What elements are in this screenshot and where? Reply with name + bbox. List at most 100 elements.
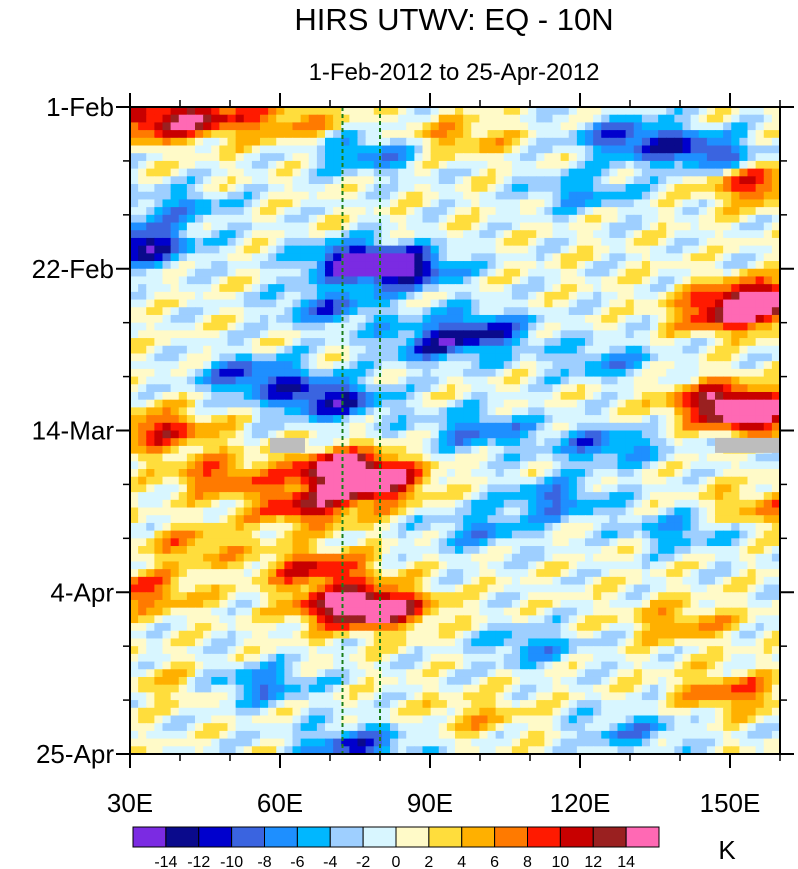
heatmap-cell bbox=[195, 322, 204, 331]
heatmap-cell bbox=[479, 576, 489, 586]
heatmap-cell bbox=[771, 469, 781, 478]
heatmap-cell bbox=[186, 291, 196, 301]
heatmap-cell bbox=[601, 153, 610, 162]
heatmap-cell bbox=[373, 407, 383, 416]
heatmap-cell bbox=[658, 314, 667, 324]
heatmap-cell bbox=[658, 553, 667, 563]
heatmap-cell bbox=[211, 438, 220, 447]
heatmap-cell bbox=[511, 445, 521, 455]
heatmap-cell bbox=[422, 184, 432, 193]
heatmap-cell bbox=[219, 245, 229, 254]
heatmap-cell bbox=[284, 430, 294, 439]
heatmap-cell bbox=[511, 561, 521, 570]
heatmap-cell bbox=[349, 546, 359, 555]
heatmap-cell bbox=[243, 484, 253, 493]
heatmap-cell bbox=[430, 361, 440, 370]
heatmap-cell bbox=[365, 307, 375, 316]
heatmap-cell bbox=[154, 137, 164, 147]
heatmap-cell bbox=[284, 130, 294, 139]
heatmap-cell bbox=[219, 384, 229, 393]
heatmap-cell bbox=[666, 145, 675, 154]
heatmap-cell bbox=[520, 553, 529, 563]
heatmap-cell bbox=[739, 230, 749, 239]
heatmap-cell bbox=[658, 191, 667, 201]
heatmap-cell bbox=[170, 176, 180, 185]
heatmap-cell bbox=[162, 492, 172, 501]
heatmap-cell bbox=[463, 461, 472, 470]
heatmap-cell bbox=[682, 476, 692, 486]
heatmap-cell bbox=[723, 176, 732, 185]
heatmap-cell bbox=[276, 322, 285, 331]
heatmap-cell bbox=[186, 137, 196, 147]
heatmap-cell bbox=[674, 253, 684, 262]
heatmap-cell bbox=[666, 261, 675, 270]
heatmap-cell bbox=[227, 330, 237, 339]
heatmap-cell bbox=[585, 261, 594, 270]
heatmap-cell bbox=[593, 338, 602, 347]
heatmap-cell bbox=[520, 561, 529, 570]
heatmap-cell bbox=[674, 137, 684, 147]
heatmap-cell bbox=[471, 268, 480, 278]
heatmap-cell bbox=[138, 576, 147, 586]
heatmap-cell bbox=[536, 569, 545, 578]
heatmap-cell bbox=[609, 176, 619, 185]
heatmap-cell bbox=[398, 330, 407, 339]
heatmap-cell bbox=[365, 114, 375, 123]
heatmap-cell bbox=[455, 137, 464, 147]
heatmap-cell bbox=[195, 114, 204, 123]
heatmap-cell bbox=[601, 476, 610, 486]
heatmap-cell bbox=[414, 160, 424, 170]
heatmap-cell bbox=[227, 515, 237, 524]
heatmap-cell bbox=[690, 276, 700, 285]
heatmap-cell bbox=[560, 469, 570, 478]
heatmap-cell bbox=[130, 107, 139, 116]
heatmap-cell bbox=[260, 153, 269, 162]
heatmap-cell bbox=[609, 153, 619, 162]
heatmap-cell bbox=[325, 153, 334, 162]
heatmap-cell bbox=[203, 176, 212, 185]
heatmap-cell bbox=[227, 184, 237, 193]
heatmap-cell bbox=[211, 199, 220, 208]
heatmap-cell bbox=[666, 230, 675, 239]
heatmap-cell bbox=[235, 230, 245, 239]
heatmap-cell bbox=[511, 530, 521, 539]
heatmap-cell bbox=[747, 268, 757, 278]
heatmap-cell bbox=[503, 453, 513, 462]
heatmap-cell bbox=[422, 553, 432, 563]
heatmap-cell bbox=[341, 160, 350, 170]
heatmap-cell bbox=[438, 384, 448, 393]
heatmap-cell bbox=[511, 245, 521, 254]
heatmap-cell bbox=[292, 253, 302, 262]
heatmap-cell bbox=[560, 453, 570, 462]
heatmap-cell bbox=[357, 530, 367, 539]
heatmap-cell bbox=[235, 384, 245, 393]
heatmap-cell bbox=[723, 538, 732, 547]
heatmap-cell bbox=[138, 345, 147, 355]
heatmap-cell bbox=[381, 484, 391, 493]
heatmap-cell bbox=[755, 499, 765, 509]
heatmap-cell bbox=[463, 184, 472, 193]
heatmap-cell bbox=[723, 492, 732, 501]
heatmap-cell bbox=[276, 492, 285, 501]
heatmap-cell bbox=[430, 107, 440, 116]
heatmap-cell bbox=[731, 114, 740, 123]
heatmap-cell bbox=[349, 207, 359, 216]
heatmap-cell bbox=[398, 361, 407, 370]
heatmap-cell bbox=[674, 391, 684, 401]
heatmap-cell bbox=[308, 191, 318, 201]
heatmap-cell bbox=[601, 438, 610, 447]
heatmap-cell bbox=[203, 114, 212, 123]
heatmap-cell bbox=[544, 461, 554, 470]
heatmap-cell bbox=[650, 230, 659, 239]
heatmap-cell bbox=[503, 191, 513, 201]
heatmap-cell bbox=[715, 576, 724, 586]
heatmap-cell bbox=[349, 145, 359, 154]
heatmap-cell bbox=[292, 107, 302, 116]
heatmap-cell bbox=[235, 291, 245, 301]
heatmap-cell bbox=[162, 469, 172, 478]
heatmap-cell bbox=[268, 137, 277, 147]
heatmap-cell bbox=[446, 253, 456, 262]
heatmap-cell bbox=[349, 499, 359, 509]
heatmap-cell bbox=[260, 322, 269, 331]
heatmap-cell bbox=[641, 114, 651, 123]
